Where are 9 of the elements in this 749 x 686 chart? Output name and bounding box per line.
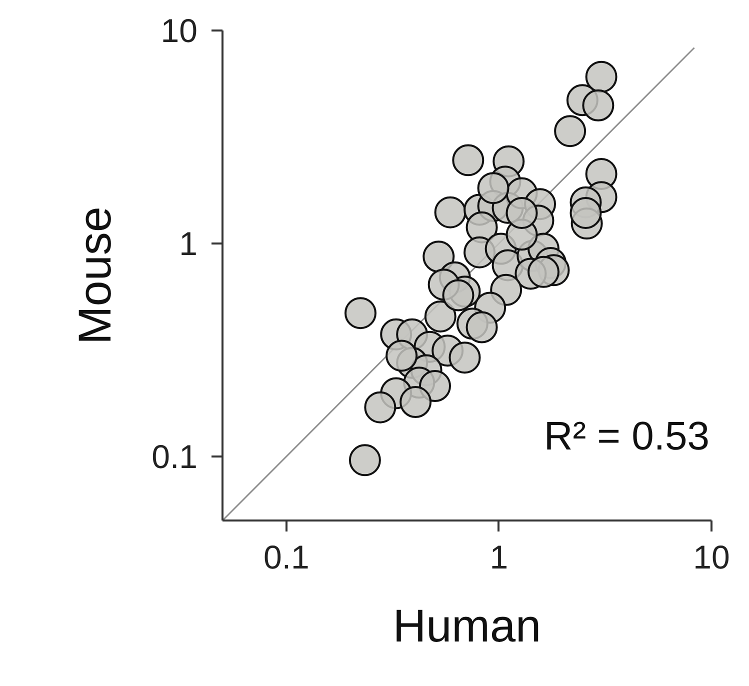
x-tick-label: 0.1 (264, 538, 310, 576)
x-tick-label: 10 (693, 538, 730, 576)
y-tick-label: 10 (160, 12, 198, 49)
annotation: R² = 0.53 (544, 414, 710, 458)
y-tick-label: 0.1 (152, 438, 198, 475)
y-axis-title: Mouse (68, 206, 121, 345)
y-tick-label: 1 (179, 224, 198, 262)
x-axis-title: Human (392, 600, 542, 652)
x-tick-label: 1 (490, 538, 508, 576)
